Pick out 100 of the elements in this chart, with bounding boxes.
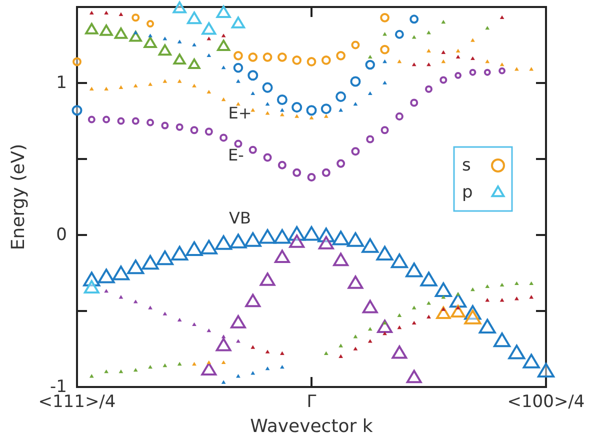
point [118, 85, 124, 89]
point [324, 114, 328, 118]
point [265, 366, 270, 370]
point [206, 36, 212, 40]
point [426, 30, 431, 34]
y-tick-label: 0 [56, 225, 67, 245]
point [280, 351, 284, 355]
y-axis-title: Energy (eV) [8, 144, 29, 250]
x-tick-label: <100>/4 [507, 392, 585, 412]
point [221, 380, 226, 384]
x-axis-title: Wavevector k [250, 416, 374, 437]
point [397, 59, 402, 64]
point [485, 26, 490, 30]
point [368, 54, 372, 59]
point [470, 287, 475, 292]
point [162, 363, 168, 368]
point [133, 368, 138, 372]
point [382, 332, 387, 336]
point [412, 35, 416, 39]
point [206, 90, 212, 94]
point [236, 339, 240, 343]
point [221, 97, 226, 102]
point [412, 306, 416, 310]
point [192, 362, 196, 366]
point [338, 344, 343, 348]
point [265, 102, 270, 106]
point [192, 84, 196, 88]
point [148, 82, 152, 86]
point [206, 360, 212, 364]
x-tick-label: <111>/4 [38, 392, 116, 412]
point [206, 53, 212, 58]
point [177, 40, 182, 44]
point [426, 62, 431, 66]
point [353, 334, 358, 338]
point [412, 62, 416, 66]
y-tick-label: 1 [56, 73, 67, 93]
point [133, 84, 138, 88]
legend-label: s [462, 156, 471, 176]
point [470, 38, 475, 42]
point [456, 54, 460, 59]
point [441, 307, 446, 311]
point [192, 42, 196, 46]
point [89, 10, 94, 14]
point [500, 62, 504, 66]
point [221, 360, 226, 364]
point [368, 326, 372, 331]
point [294, 114, 300, 118]
point [456, 306, 460, 310]
point [514, 67, 519, 71]
point [412, 320, 416, 325]
point [529, 295, 534, 299]
legend-label: p [462, 182, 473, 202]
point [133, 300, 138, 304]
point [500, 15, 504, 20]
point [514, 281, 519, 286]
point [104, 86, 108, 90]
point [368, 91, 372, 96]
point [397, 313, 402, 317]
point [162, 79, 168, 83]
point [148, 364, 152, 369]
point [192, 322, 196, 326]
point [382, 59, 387, 64]
point [280, 112, 284, 116]
point [206, 328, 212, 332]
point [250, 345, 256, 349]
point [89, 86, 94, 90]
point [177, 318, 182, 322]
point [104, 288, 108, 293]
point [221, 334, 226, 338]
point [118, 12, 124, 16]
point [280, 364, 284, 369]
point [441, 50, 446, 54]
point [118, 370, 124, 374]
point [397, 325, 402, 330]
point [485, 284, 490, 288]
point [382, 80, 387, 84]
point [265, 350, 270, 354]
point [529, 281, 534, 286]
point [324, 351, 328, 355]
annotation: E+ [228, 104, 252, 122]
point [250, 91, 256, 96]
point [456, 292, 460, 296]
point [236, 79, 240, 83]
point [529, 67, 534, 71]
point [456, 48, 460, 52]
point [485, 59, 490, 64]
point [250, 371, 256, 375]
point [265, 111, 270, 115]
annotation: E- [228, 146, 244, 164]
point [441, 20, 446, 24]
point [236, 102, 240, 106]
point [221, 34, 226, 38]
point [162, 312, 168, 316]
point [470, 56, 475, 60]
point [177, 362, 182, 366]
annotation: VB [229, 208, 251, 228]
point [177, 79, 182, 83]
point [500, 282, 504, 287]
point [118, 295, 124, 299]
point [441, 59, 446, 64]
